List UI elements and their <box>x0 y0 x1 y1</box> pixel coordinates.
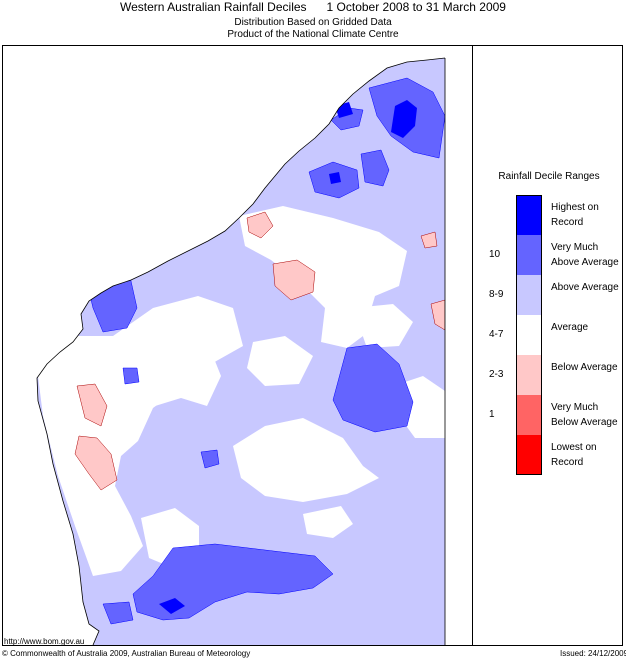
below-average-coast <box>246 211 274 239</box>
legend-decile-label: 1 <box>489 409 495 420</box>
very-much-above-midwest <box>122 367 140 385</box>
map-subtitle-product: Product of the National Climate Centre <box>227 29 399 40</box>
highest-on-record-pilbara <box>329 172 341 184</box>
legend-label: Lowest on Record <box>551 442 597 468</box>
highest-on-record-gascoyne <box>115 272 123 282</box>
legend-label: Average <box>551 322 589 333</box>
map-frame <box>2 45 623 646</box>
issued-date: Issued: 24/12/2009 <box>560 649 626 658</box>
legend-label: Highest on Record <box>551 202 599 228</box>
copyright-notice: © Commonwealth of Australia 2009, Austra… <box>2 649 251 658</box>
below-average-northeast <box>420 231 438 249</box>
legend-swatch <box>516 355 542 395</box>
legend-swatch <box>516 315 542 355</box>
highest-on-record-kimberley <box>391 100 417 138</box>
below-average-pilbara <box>272 259 316 301</box>
below-average-midwest <box>74 435 118 491</box>
source-url[interactable]: http://www.bom.gov.au <box>4 637 85 646</box>
legend-swatch <box>516 195 542 235</box>
legend-title: Rainfall Decile Ranges <box>498 171 600 182</box>
average-region-interior <box>247 336 313 386</box>
legend-label: Below Average <box>551 362 618 373</box>
map-title: Western Australian Rainfall Deciles 1 Oc… <box>120 0 506 14</box>
legend-decile-label: 10 <box>489 249 501 260</box>
average-region-east <box>353 304 413 348</box>
legend-swatch <box>516 435 542 475</box>
average-region-gascoyne <box>143 346 221 406</box>
very-much-above-wheatbelt <box>200 449 220 469</box>
legend-divider <box>472 45 473 646</box>
legend-decile-label: 2-3 <box>489 369 504 380</box>
legend-decile-label: 4-7 <box>489 329 504 340</box>
legend-label: Very Much Above Average <box>551 242 619 268</box>
very-much-above-south <box>132 543 334 621</box>
highest-on-record-south <box>159 598 185 614</box>
coastline-outline <box>36 57 446 645</box>
average-region-goldfields <box>233 418 379 502</box>
legend-swatch <box>516 235 542 275</box>
average-region-southcoast <box>303 506 353 538</box>
very-much-above-goldfields <box>332 343 414 433</box>
very-much-above-tanami <box>360 149 390 187</box>
legend-decile-label: 8-9 <box>489 289 504 300</box>
legend-label: Above Average <box>551 282 619 293</box>
very-much-above-southwest <box>102 601 134 625</box>
legend-swatch <box>516 275 542 315</box>
map-subtitle: Distribution Based on Gridded Data <box>234 17 392 28</box>
rainfall-decile-map <box>36 57 446 645</box>
legend-swatch <box>516 395 542 435</box>
below-average-gascoyne <box>76 383 108 427</box>
legend-label: Very Much Below Average <box>551 402 618 428</box>
below-average-east <box>430 299 445 331</box>
